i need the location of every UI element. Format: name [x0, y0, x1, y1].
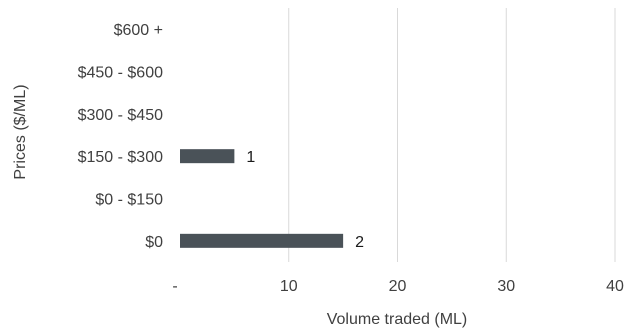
data-label-3: 1	[246, 149, 255, 166]
bar-3	[180, 149, 235, 164]
y-tick-label-5: $450 - $600	[78, 65, 164, 82]
y-tick-label-1: $0	[145, 234, 163, 251]
x-tick-label-30: 30	[497, 278, 515, 295]
bar-1	[180, 233, 344, 248]
y-tick-labels: $0 $0 - $150 $150 - $300 $300 - $450 $450 - …	[78, 22, 164, 251]
data-labels: 21	[246, 149, 364, 251]
x-tick-label-10: 10	[280, 278, 298, 295]
x-tick-label-0: -	[172, 278, 177, 295]
y-tick-label-2: $0 - $150	[95, 192, 163, 209]
x-tick-label-20: 20	[389, 278, 407, 295]
y-tick-label-6: $600 +	[114, 22, 163, 39]
x-tick-label-40: 40	[606, 278, 624, 295]
bars	[180, 149, 344, 248]
y-tick-label-4: $300 - $450	[78, 107, 164, 124]
y-axis-title: Prices ($/ML)	[12, 84, 29, 179]
x-tick-labels: - 10 20 30 40	[172, 278, 624, 295]
y-tick-label-3: $150 - $300	[78, 149, 164, 166]
gridlines	[288, 8, 616, 262]
data-label-1: 2	[355, 234, 364, 251]
x-axis-title: Volume traded (ML)	[327, 311, 468, 328]
